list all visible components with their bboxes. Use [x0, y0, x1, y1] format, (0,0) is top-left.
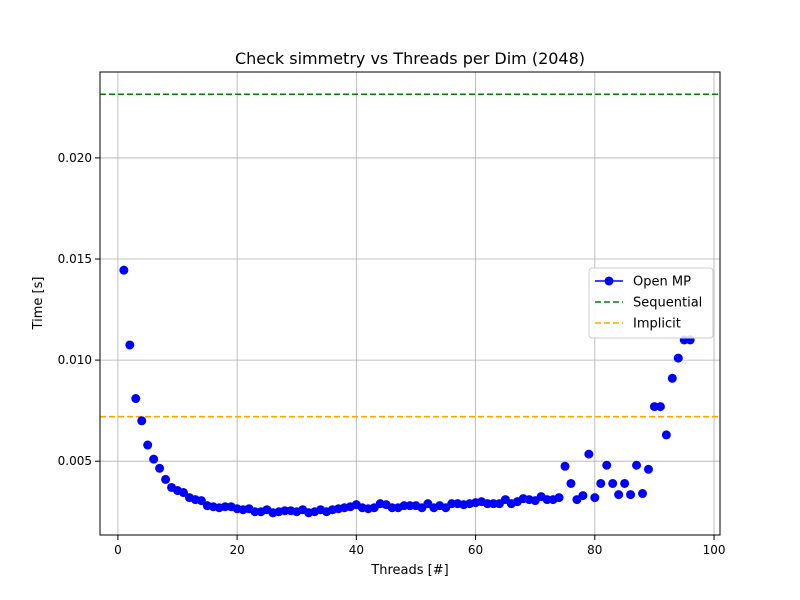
x-tick-label: 80: [587, 543, 602, 557]
data-point: [196, 496, 206, 506]
legend-label: Sequential: [633, 296, 702, 311]
legend-marker-sample: [604, 276, 614, 286]
data-point: [155, 463, 165, 473]
x-tick-label: 100: [703, 543, 726, 557]
data-point: [661, 430, 671, 440]
data-point: [560, 461, 570, 471]
reference-lines: [100, 93, 720, 418]
data-point: [673, 353, 683, 363]
data-point: [554, 493, 564, 503]
legend-box: [588, 267, 714, 339]
data-point: [149, 454, 159, 464]
data-point: [566, 478, 576, 488]
data-point: [655, 402, 665, 412]
x-axis-ticks: 0 20 40 60 80 100: [114, 535, 725, 557]
grid: [100, 72, 720, 535]
data-point: [178, 488, 188, 498]
data-point: [638, 489, 647, 499]
data-point: [584, 449, 594, 459]
legend-label: Open MP: [633, 275, 691, 290]
x-tick-label: 0: [114, 543, 122, 557]
data-point: [667, 373, 677, 383]
data-point: [614, 490, 624, 500]
data-point: [608, 478, 618, 488]
data-point: [143, 440, 153, 450]
data-point: [602, 460, 612, 470]
plot-frame: [99, 71, 721, 536]
data-point: [131, 394, 141, 404]
x-tick-label: 60: [468, 543, 483, 557]
legend-label: Implicit: [633, 317, 681, 332]
y-tick-label: 0.005: [58, 454, 92, 468]
data-point: [590, 493, 600, 503]
y-tick-label: 0.010: [58, 353, 92, 367]
openmp-points: [119, 265, 695, 518]
y-tick-label: 0.020: [58, 151, 92, 165]
data-point: [626, 490, 636, 500]
data-point: [125, 340, 135, 350]
data-point: [119, 265, 129, 275]
x-axis-label: Threads [#]: [370, 563, 448, 578]
data-point: [620, 478, 630, 488]
y-axis-label: Time [s]: [31, 277, 46, 331]
data-point: [643, 464, 653, 474]
y-tick-label: 0.015: [58, 252, 92, 266]
data-point: [578, 491, 588, 501]
chart-title: Check simmetry vs Threads per Dim (2048): [235, 49, 585, 68]
data-point: [596, 478, 606, 488]
data-point: [137, 416, 147, 426]
legend: Open MP Sequential Implicit: [588, 267, 714, 339]
x-tick-label: 20: [229, 543, 244, 557]
y-axis-ticks: 0.005 0.010 0.015 0.020: [58, 151, 100, 468]
data-point: [632, 460, 642, 470]
x-tick-label: 40: [349, 543, 364, 557]
data-point: [161, 474, 171, 484]
